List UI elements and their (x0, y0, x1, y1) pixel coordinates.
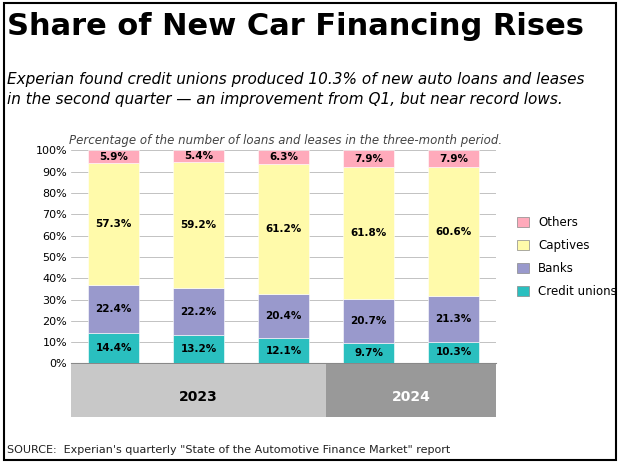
Text: 59.2%: 59.2% (180, 220, 217, 230)
Text: Share of New Car Financing Rises: Share of New Car Financing Rises (7, 12, 585, 41)
Text: 22.4%: 22.4% (95, 304, 132, 314)
Bar (88, 163, 140, 285)
Bar (343, 150, 394, 167)
Text: 20.4%: 20.4% (265, 311, 302, 321)
Bar (343, 343, 394, 363)
Bar (428, 167, 479, 296)
Text: 60.6%: 60.6% (435, 226, 472, 237)
Text: 5.9%: 5.9% (99, 152, 128, 162)
Bar (428, 150, 479, 167)
Text: SOURCE:  Experian's quarterly "State of the Automotive Finance Market" report: SOURCE: Experian's quarterly "State of t… (7, 444, 451, 455)
Bar (258, 294, 309, 338)
Text: 61.2%: 61.2% (265, 224, 302, 234)
Bar (258, 338, 309, 363)
Bar (173, 162, 224, 288)
Bar (173, 288, 224, 335)
Bar (343, 299, 394, 343)
Text: 2024: 2024 (392, 390, 430, 404)
Text: 57.3%: 57.3% (95, 219, 132, 229)
Text: Percentage of the number of loans and leases in the three-month period.: Percentage of the number of loans and le… (69, 134, 502, 147)
Bar (258, 150, 309, 164)
Bar (173, 335, 224, 363)
Bar (428, 296, 479, 342)
Bar (173, 150, 224, 162)
Bar (343, 167, 394, 299)
Text: 6.3%: 6.3% (269, 152, 298, 162)
Text: 5.4%: 5.4% (184, 151, 213, 161)
Text: 21.3%: 21.3% (435, 314, 472, 324)
Text: 2023: 2023 (179, 390, 218, 404)
Text: 13.2%: 13.2% (180, 344, 217, 354)
Bar (88, 333, 140, 363)
Text: 9.7%: 9.7% (354, 348, 383, 358)
Text: 12.1%: 12.1% (265, 345, 302, 356)
Text: 22.2%: 22.2% (180, 307, 217, 317)
Text: 20.7%: 20.7% (350, 316, 387, 326)
Text: 61.8%: 61.8% (350, 228, 387, 238)
Text: Experian found credit unions produced 10.3% of new auto loans and leases
in the : Experian found credit unions produced 10… (7, 72, 585, 107)
Bar (258, 164, 309, 294)
Text: 7.9%: 7.9% (354, 154, 383, 164)
Text: 10.3%: 10.3% (435, 348, 472, 357)
Bar (428, 342, 479, 363)
Bar (88, 285, 140, 333)
Text: 14.4%: 14.4% (95, 343, 132, 353)
Legend: Others, Captives, Banks, Credit unions: Others, Captives, Banks, Credit unions (515, 213, 619, 300)
Text: 7.9%: 7.9% (439, 154, 468, 164)
Bar (88, 150, 140, 163)
